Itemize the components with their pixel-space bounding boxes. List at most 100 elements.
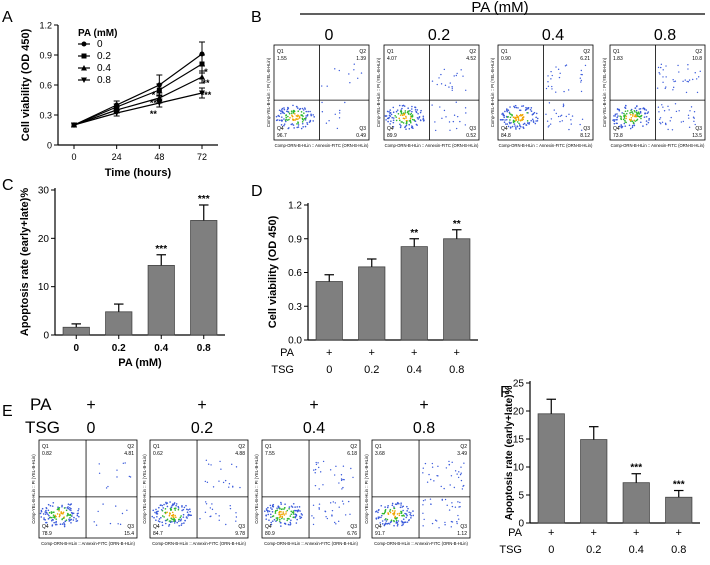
quadrant-name: Q3	[359, 126, 366, 132]
event-dot	[448, 509, 451, 511]
event-dot	[219, 460, 221, 463]
event-dot	[302, 109, 305, 111]
event-dot	[453, 75, 455, 77]
event-dot	[455, 127, 458, 130]
event-dot	[303, 117, 306, 120]
event-dot	[431, 462, 434, 465]
event-dot	[672, 79, 674, 81]
event-dot	[451, 521, 454, 523]
event-dot	[336, 127, 339, 130]
event-dot	[403, 117, 406, 120]
event-dot	[63, 522, 65, 524]
event-dot	[642, 125, 644, 127]
event-dot	[618, 125, 621, 128]
event-dot	[62, 512, 64, 514]
event-dot	[311, 515, 313, 517]
event-dot	[393, 511, 396, 514]
event-dot	[445, 467, 448, 469]
event-dot	[561, 120, 563, 122]
event-dot	[281, 513, 284, 515]
event-dot	[312, 114, 315, 116]
event-dot	[128, 475, 131, 478]
event-dot	[287, 523, 290, 526]
event-dot	[636, 112, 639, 115]
y-axis-title: Apoptosis rate (early+late)%	[504, 386, 515, 521]
bar	[580, 439, 608, 524]
event-dot	[389, 109, 392, 111]
event-dot	[187, 514, 189, 517]
quadrant-value-q4: 80.9	[265, 531, 275, 537]
event-dot	[53, 517, 56, 519]
event-dot	[463, 484, 465, 487]
event-dot	[40, 516, 43, 518]
event-dot	[57, 506, 59, 508]
event-dot	[329, 502, 332, 504]
event-dot	[440, 485, 442, 488]
pa-value: +	[419, 397, 428, 414]
event-dot	[386, 117, 389, 120]
event-dot	[424, 462, 427, 465]
event-dot	[635, 109, 638, 112]
event-dot	[696, 91, 699, 94]
event-dot	[455, 74, 458, 77]
event-dot	[68, 514, 70, 516]
event-dot	[547, 81, 549, 83]
event-dot	[177, 520, 180, 522]
event-dot	[296, 509, 298, 512]
flow-plot-frame	[371, 439, 471, 539]
event-dot	[551, 88, 553, 90]
event-dot	[440, 83, 443, 85]
event-dot	[387, 120, 389, 123]
event-dot	[283, 112, 286, 115]
event-dot	[430, 478, 432, 481]
event-dot	[459, 473, 462, 476]
event-dot	[342, 486, 344, 489]
flow-y-axis-label: Comp-YEL-B-HLin :: PI (YEL-B-HLin)	[31, 454, 36, 524]
y-tick-label: 0.9	[39, 51, 52, 61]
significance-label: ***	[155, 244, 167, 255]
event-dot	[625, 117, 627, 120]
event-dot	[422, 472, 424, 474]
event-dot	[393, 524, 395, 527]
event-dot	[313, 517, 315, 519]
quadrant-name: Q4	[153, 524, 160, 530]
legend-label: 0	[97, 39, 103, 50]
event-dot	[349, 81, 351, 84]
event-dot	[70, 503, 73, 505]
event-dot	[660, 122, 662, 125]
event-dot	[684, 79, 686, 81]
event-dot	[344, 101, 346, 104]
event-dot	[393, 507, 395, 510]
event-dot	[619, 115, 621, 117]
event-dot	[164, 511, 166, 514]
event-dot	[399, 126, 402, 129]
event-dot	[75, 520, 78, 522]
event-dot	[163, 503, 165, 506]
flow-y-axis-label: Comp-YEL-B-HLin :: PI (YEL-B-HLin)	[364, 454, 369, 524]
quadrant-name: Q3	[238, 524, 245, 530]
event-dot	[280, 513, 282, 516]
event-dot	[529, 108, 532, 111]
event-dot	[510, 113, 512, 116]
legend-label: 0.4	[97, 63, 111, 74]
event-dot	[431, 522, 434, 525]
event-dot	[429, 498, 432, 500]
event-dot	[422, 467, 424, 469]
event-dot	[209, 507, 212, 509]
event-dot	[560, 114, 563, 117]
event-dot	[426, 481, 429, 483]
data-point	[113, 110, 120, 116]
event-dot	[360, 72, 363, 74]
event-dot	[298, 506, 301, 508]
event-dot	[632, 122, 635, 124]
bar	[400, 246, 428, 341]
event-dot	[283, 107, 285, 109]
event-dot	[341, 488, 343, 490]
event-dot	[397, 501, 399, 504]
event-dot	[464, 107, 467, 109]
event-dot	[283, 118, 285, 120]
event-dot	[398, 512, 401, 515]
event-dot	[153, 516, 155, 519]
event-dot	[431, 104, 433, 106]
event-dot	[314, 484, 317, 487]
